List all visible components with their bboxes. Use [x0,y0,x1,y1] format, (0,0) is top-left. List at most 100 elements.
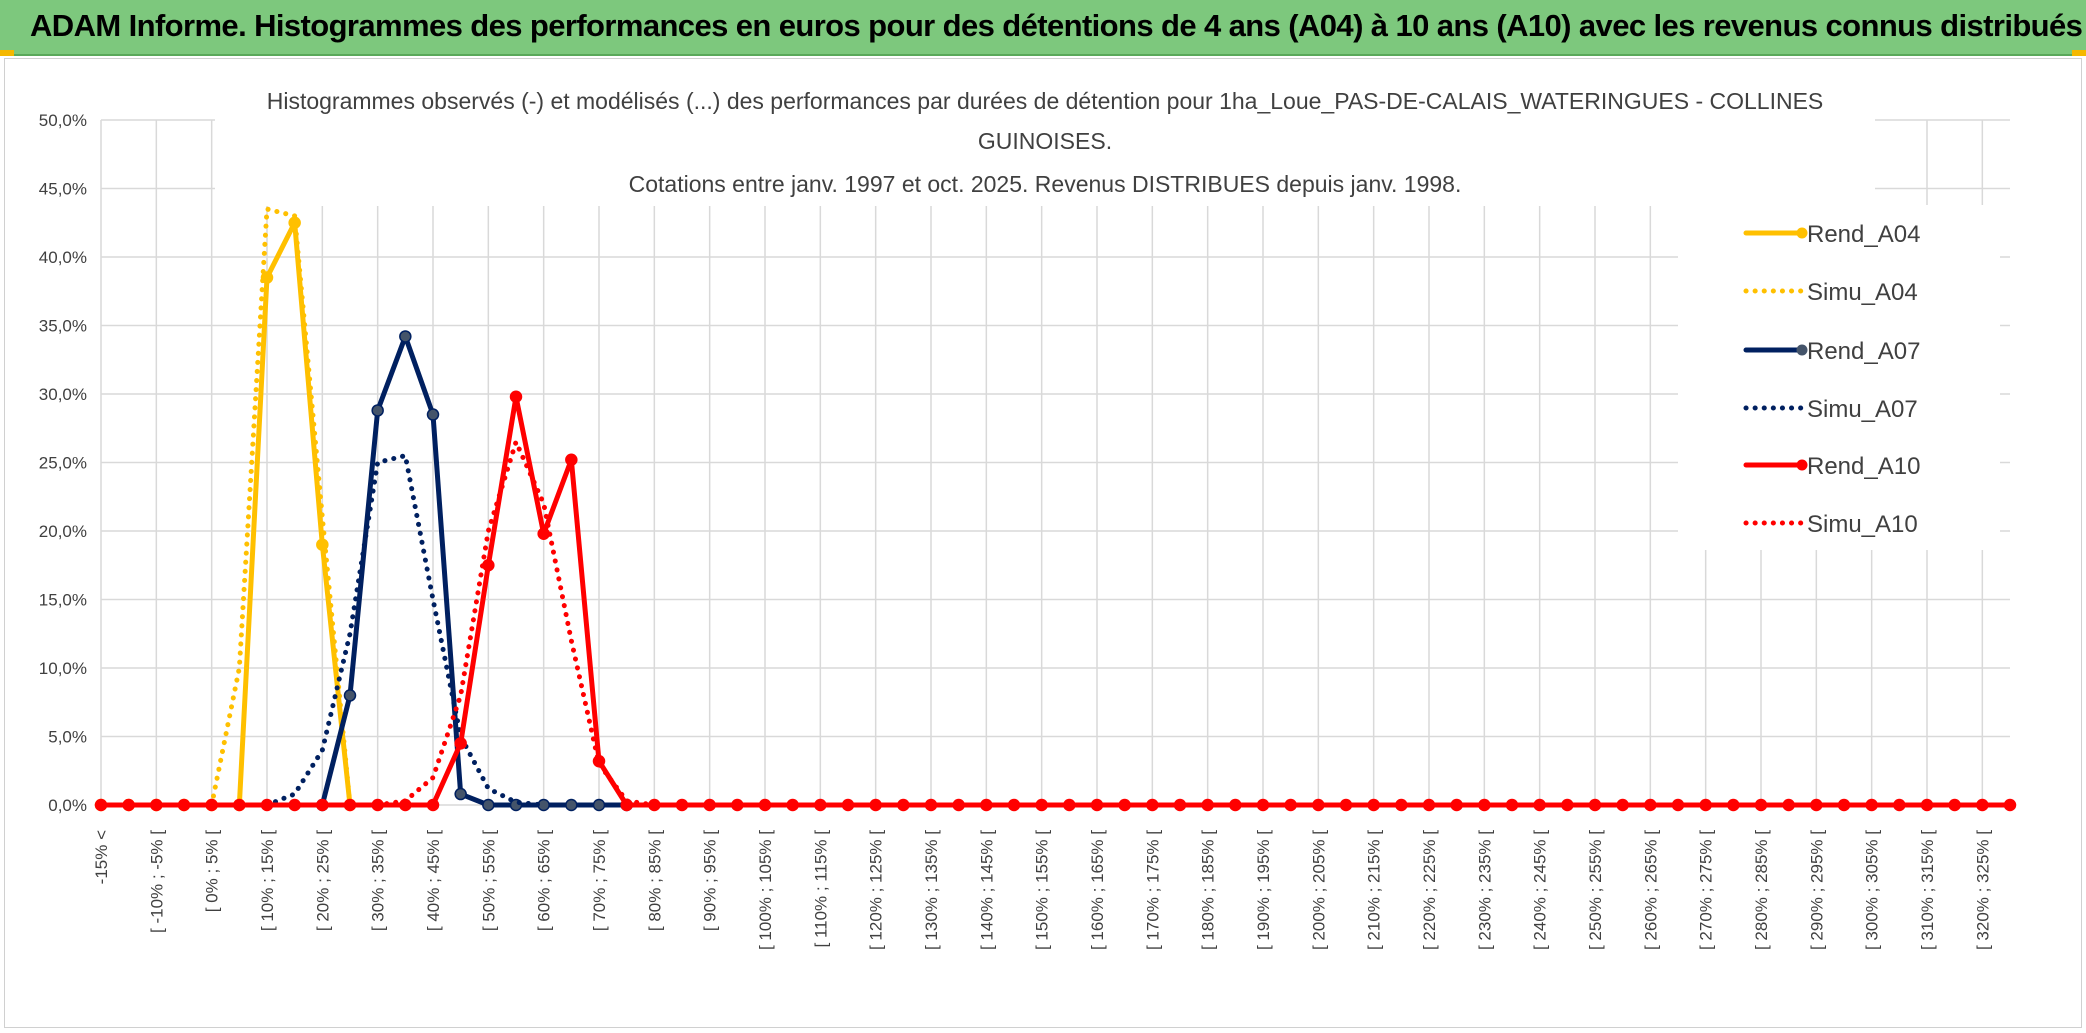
y-tick-label: 45,0% [39,180,87,199]
x-tick-label: [ 180% ; 185% [ [1199,830,1218,950]
x-tick-label: [ 80% ; 85% [ [645,830,664,931]
y-tick-label: 20,0% [39,522,87,541]
data-point [1478,798,1491,812]
data-point [1671,798,1685,812]
data-point [952,798,965,812]
corner-marker-left [0,50,14,56]
data-point [1588,798,1602,812]
series-line-simu-a07 [264,453,547,808]
chart-title-line: GUINOISES. [978,128,1112,154]
data-point [316,798,329,812]
data-point [1229,798,1242,812]
data-point [869,798,882,812]
x-tick-label: [ 90% ; 95% [ [701,830,720,931]
data-point [1865,798,1878,812]
x-tick-label: [ 190% ; 195% [ [1254,830,1273,950]
data-point [260,798,274,812]
data-point [122,798,135,812]
data-point [1367,798,1380,812]
data-point [1837,798,1851,812]
legend-marker [1796,459,1808,471]
data-point [343,689,357,702]
legend-background [1678,205,2000,550]
data-point [426,408,440,421]
data-point [1063,798,1076,812]
x-tick-label: [ 140% ; 145% [ [977,830,996,950]
x-tick-label: [ 10% ; 15% [ [258,830,277,931]
chart-frame [4,58,2082,1028]
data-point [1146,798,1159,812]
series-line-simu-a10 [375,439,657,808]
data-point [1810,798,1823,812]
x-tick-label: [ 210% ; 215% [ [1365,830,1384,950]
data-point [1312,798,1325,812]
x-tick-label: [ 270% ; 275% [ [1697,830,1716,950]
data-point [924,798,938,812]
chart-title-line: Histogrammes observés (-) et modélisés (… [267,88,1824,114]
data-point [1782,798,1795,812]
x-tick-label: [ 220% ; 225% [ [1420,830,1439,950]
data-point [288,798,301,812]
data-point [1533,798,1546,812]
data-point [1450,798,1463,812]
data-point [1395,798,1408,812]
data-point [1644,798,1657,812]
x-tick-label: [ 150% ; 155% [ [1033,830,1052,950]
y-tick-label: 15,0% [39,591,87,610]
x-tick-label: [ 70% ; 75% [ [590,830,609,931]
data-point [1948,798,1961,812]
x-tick-label: [ 20% ; 25% [ [313,830,332,931]
data-point [177,798,191,812]
chart-title-background [215,78,1875,206]
data-point [731,798,744,812]
data-point [1007,798,1021,812]
x-tick-label: [ 110% ; 115% [ [811,830,830,948]
data-point [1976,798,1989,812]
x-tick-label: [ 120% ; 125% [ [867,830,886,950]
data-point [814,798,827,812]
data-point [897,798,910,812]
data-point [94,798,108,812]
x-tick-label: [ 260% ; 265% [ [1641,830,1660,950]
y-tick-label: 25,0% [39,454,87,473]
data-point [399,330,412,343]
legend-marker [1796,227,1808,239]
legend-label: Simu_A07 [1807,396,1918,423]
y-tick-label: 40,0% [39,248,87,267]
x-tick-label: [ 30% ; 35% [ [369,830,388,931]
x-tick-label: [ 200% ; 205% [ [1309,830,1328,950]
data-point [1035,798,1048,812]
data-point [648,798,661,812]
y-tick-label: 50,0% [39,111,87,130]
data-point [592,798,606,812]
y-tick-label: 5,0% [48,728,87,747]
data-point [509,390,523,403]
y-tick-label: 0,0% [48,796,87,815]
data-point [1754,798,1768,812]
x-tick-label: [ 100% ; 105% [ [756,830,775,950]
data-point [150,798,163,812]
data-point [703,798,716,812]
y-tick-label: 30,0% [39,385,87,404]
data-point [1118,798,1131,812]
data-point [426,798,440,812]
x-tick-label: [ 250% ; 255% [ [1586,830,1605,950]
x-tick-label: [ 160% ; 165% [ [1088,830,1107,950]
data-point [1339,798,1353,812]
x-tick-label: [ 290% ; 295% [ [1807,830,1826,950]
x-tick-label: [ 40% ; 45% [ [424,830,443,931]
data-point [1616,798,1629,812]
legend-label: Rend_A10 [1807,453,1920,480]
x-tick-label: [ 230% ; 235% [ [1475,830,1494,950]
data-point [758,798,772,812]
data-point [1284,798,1297,812]
data-point [482,798,495,812]
x-tick-label: [ 60% ; 65% [ [535,830,554,931]
legend-label: Rend_A04 [1807,221,1920,248]
data-point [1090,798,1104,812]
data-point [343,798,357,812]
data-point [1893,798,1906,812]
data-point [786,798,799,812]
data-point [1256,798,1270,812]
data-point [1727,798,1740,812]
